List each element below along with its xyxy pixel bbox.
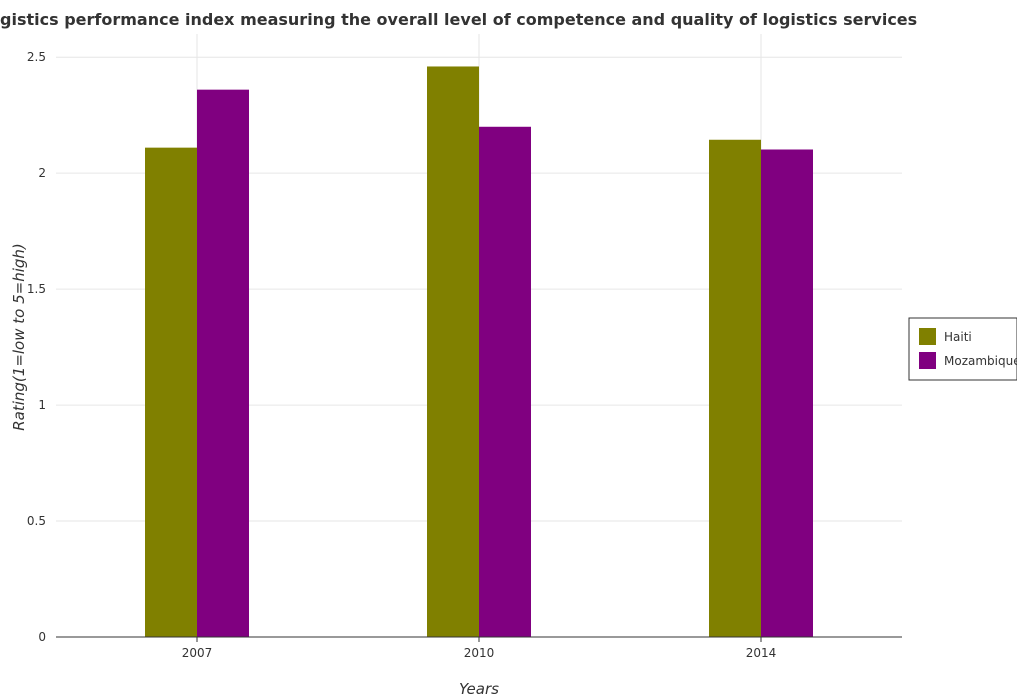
y-axis-ticks: 0 0.5 1 1.5 2 2.5 [27, 50, 46, 644]
x-tick-label: 2007 [182, 646, 213, 660]
y-tick-label: 2 [38, 166, 46, 180]
legend-box [908, 317, 1017, 381]
x-tick-label: 2010 [464, 646, 495, 660]
legend-label-haiti: Haiti [944, 330, 972, 344]
bar-mozambique-2010 [479, 126, 531, 638]
y-axis-label: Rating(1=low to 5=high) [10, 243, 28, 431]
plot-area: 0 0.5 1 1.5 2 2.5 2007 2010 2014 [27, 34, 902, 660]
legend-swatch-haiti [919, 328, 936, 345]
bar-haiti-2014 [709, 139, 761, 637]
bar-mozambique-2014 [761, 149, 813, 638]
y-tick-label: 1.5 [27, 282, 46, 296]
bar-mozambique-2007 [197, 89, 249, 637]
x-axis-ticks: 2007 2010 2014 [182, 637, 777, 660]
bars [145, 66, 813, 638]
x-axis-label: Years [459, 680, 499, 698]
bar-haiti-2010 [427, 66, 479, 637]
bar-haiti-2007 [145, 147, 197, 637]
y-tick-label: 2.5 [27, 50, 46, 64]
legend-label-mozambique: Mozambique [944, 354, 1017, 368]
chart-title: Logistics performance index measuring th… [0, 10, 917, 29]
x-tick-label: 2014 [746, 646, 777, 660]
y-tick-label: 1 [38, 398, 46, 412]
legend-swatch-mozambique [919, 352, 936, 369]
legend: Haiti Mozambique [908, 317, 1017, 381]
y-tick-label: 0 [38, 630, 46, 644]
y-tick-label: 0.5 [27, 514, 46, 528]
